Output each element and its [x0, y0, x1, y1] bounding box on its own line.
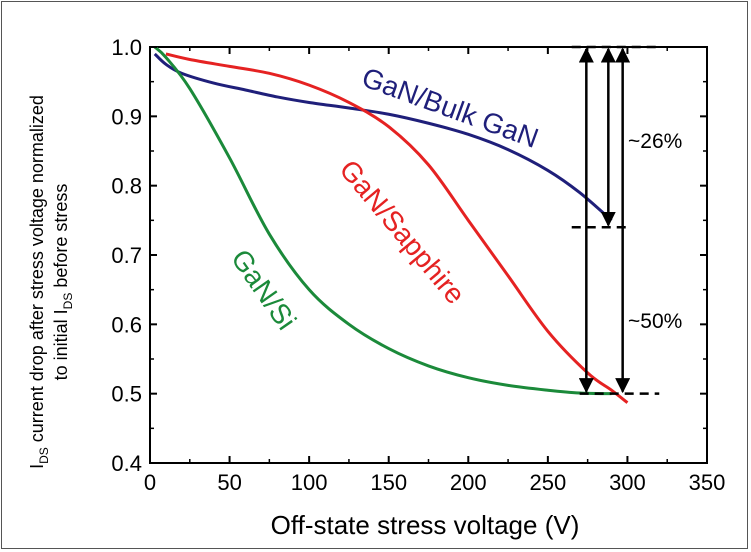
svg-text:to initial IDS before stress: to initial IDS before stress: [51, 184, 75, 381]
annotation-layer: [571, 45, 660, 395]
series-label-si: GaN/Si: [225, 244, 302, 336]
ticks-layer: 0 50 100 150 200 250 300 350 0.4 0.5 0.6 0.7 0.8 0.9 1…: [111, 35, 725, 495]
x-tick-label: 150: [370, 470, 407, 495]
svg-text:IDS current drop after stress: IDS current drop after stress voltage no…: [27, 95, 51, 469]
series-line-gan-si: [153, 45, 612, 396]
y-axis-title: IDS current drop after stress voltage no…: [27, 95, 75, 469]
y-tick-label: 0.6: [111, 312, 142, 337]
series-label-sapphire: GaN/Sapphire: [333, 154, 471, 310]
x-tick-label: 200: [450, 470, 487, 495]
x-tick-label: 100: [291, 470, 328, 495]
x-tick-label: 0: [144, 470, 156, 495]
y-tick-label: 0.9: [111, 104, 142, 129]
x-tick-label: 300: [609, 470, 646, 495]
y-tick-label: 0.8: [111, 174, 142, 199]
series-label-bulk-gan: GaN/Bulk GaN: [358, 62, 543, 154]
x-tick-label: 350: [689, 470, 726, 495]
x-tick-label: 250: [529, 470, 566, 495]
annotation-26-percent: ~26%: [628, 130, 682, 153]
y-tick-label: 0.4: [111, 451, 142, 476]
x-tick-label: 50: [217, 470, 241, 495]
x-axis-title: Off-state stress voltage (V): [271, 510, 580, 540]
y-tick-label: 0.7: [111, 243, 142, 268]
y-tick-label: 1.0: [111, 35, 142, 60]
y-tick-label: 0.5: [111, 382, 142, 407]
series-line-gan-bulk-gan: [153, 52, 613, 222]
annotation-50-percent: ~50%: [628, 310, 682, 333]
